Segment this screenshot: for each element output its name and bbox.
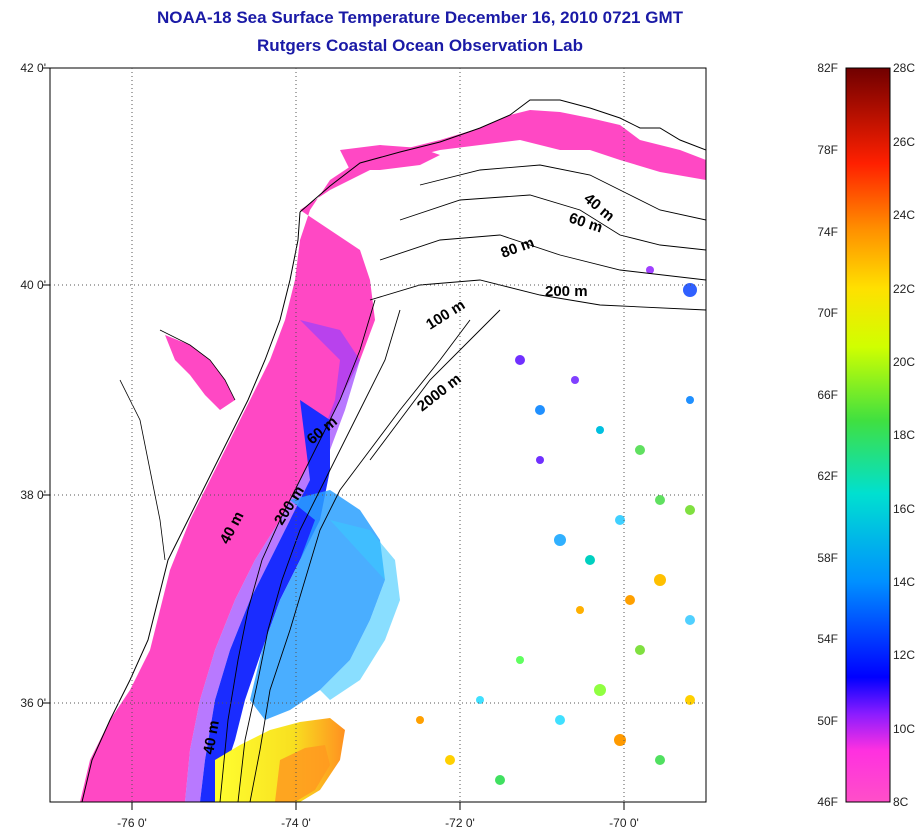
colorbar-f-label: 46F [817,795,838,809]
colorbar-c-label: 26C [893,135,916,149]
long-island-sound-water [340,145,440,170]
colorbar-f-label: 62F [817,469,838,483]
shelf-blue-water [200,400,330,802]
colorbar-c-label: 8C [893,795,909,809]
map-frame [49,67,707,803]
coastline [299,99,706,213]
lat-label: 40 0' [20,278,46,292]
colorbar-c-label: 28C [893,61,916,75]
colorbar-f-label: 50F [817,714,838,728]
transition-water [185,320,360,802]
axis-ticks [42,67,625,810]
isobath-label: 200 m [545,283,588,300]
slope-cyan-water [250,490,385,720]
colorbar-c-label: 22C [893,282,916,296]
coastline-south [81,211,301,802]
lon-label: -74 0' [281,816,311,830]
isobath-label: 40 m [200,719,223,756]
graticule [50,68,706,802]
isobath-label: 100 m [423,296,468,333]
colorbar-c-label: 16C [893,502,916,516]
chesapeake-bay-water [165,335,235,410]
isobath-label: 2000 m [414,370,465,415]
colorbar-c-label: 10C [893,722,916,736]
colorbar-f-label: 58F [817,551,838,565]
chesapeake-outline [119,329,236,561]
lon-label: -76 0' [117,816,147,830]
lat-label: 42 0' [20,61,46,75]
colorbar-f-label: 54F [817,632,838,646]
offshore-sst-patches [416,266,697,785]
colorbar-c-label: 12C [893,648,916,662]
colorbar-f-label: 82F [817,61,838,75]
map-title: NOAA-18 Sea Surface Temperature December… [157,8,683,27]
lon-label: -70 0' [609,816,639,830]
colorbar-f-label: 70F [817,306,838,320]
lat-label: 36 0' [20,696,46,710]
isobath-label: 80 m [499,234,537,262]
coastal-cold-water [80,110,706,802]
gulf-stream-orange-core [275,745,330,802]
colorbar-c-label: 14C [893,575,916,589]
lat-label: 38 0' [20,488,46,502]
temperature-colorbar [845,67,891,803]
colorbar-f-label: 78F [817,143,838,157]
colorbar-f-label: 66F [817,388,838,402]
lon-label: -72 0' [445,816,475,830]
colorbar-c-label: 18C [893,428,916,442]
colorbar-c-label: 24C [893,208,916,222]
colorbar-c-label: 20C [893,355,916,369]
slope-cyan-water-2 [320,520,400,700]
map-subtitle: Rutgers Coastal Ocean Observation Lab [257,36,583,55]
colorbar-f-label: 74F [817,225,838,239]
